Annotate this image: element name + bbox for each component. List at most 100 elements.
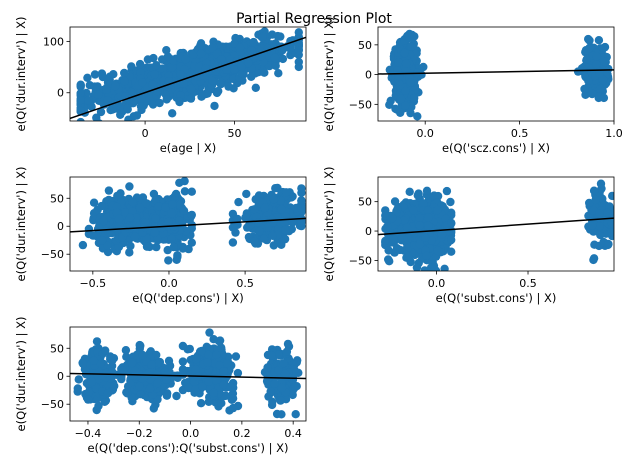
data-point xyxy=(607,219,614,228)
data-point xyxy=(196,399,206,408)
data-point xyxy=(246,221,255,230)
data-point xyxy=(260,203,270,213)
data-point xyxy=(175,97,184,107)
data-point xyxy=(297,218,306,227)
data-point xyxy=(234,197,243,207)
data-point xyxy=(427,263,436,271)
data-point xyxy=(267,400,277,410)
scatter-points xyxy=(78,177,306,265)
data-point xyxy=(150,228,159,237)
data-point xyxy=(110,381,119,391)
data-point xyxy=(210,101,219,111)
data-point xyxy=(97,201,106,211)
data-point xyxy=(107,356,117,365)
data-point xyxy=(138,351,148,360)
data-point xyxy=(186,84,196,94)
data-point xyxy=(157,223,166,233)
data-point xyxy=(162,375,171,384)
data-point xyxy=(247,46,256,55)
data-point xyxy=(181,55,190,64)
data-point xyxy=(229,84,238,93)
data-point xyxy=(142,242,152,251)
data-point xyxy=(126,241,135,251)
data-point xyxy=(164,217,173,226)
data-point xyxy=(212,350,221,359)
data-point xyxy=(446,197,455,207)
data-point xyxy=(409,206,418,215)
data-point xyxy=(410,93,419,103)
scatter-points xyxy=(381,179,614,271)
data-point xyxy=(415,240,425,249)
data-point xyxy=(130,232,140,242)
data-point xyxy=(291,410,300,419)
data-point xyxy=(217,399,226,408)
x-tick-label: 0.5 xyxy=(236,277,254,290)
data-point xyxy=(131,213,141,223)
y-tick-label: 0 xyxy=(365,69,372,82)
y-axis-label: e(Q('dur.interv') | X) xyxy=(14,17,28,132)
data-point xyxy=(145,384,155,393)
data-point xyxy=(143,55,153,64)
data-point xyxy=(87,102,96,111)
data-point xyxy=(130,366,140,376)
data-point xyxy=(582,55,592,64)
data-point xyxy=(260,68,269,77)
data-point xyxy=(92,337,102,346)
data-point xyxy=(187,238,196,247)
data-point xyxy=(100,397,109,406)
data-point xyxy=(263,223,272,232)
data-point xyxy=(228,238,238,247)
data-point xyxy=(135,203,145,213)
data-point xyxy=(119,366,128,375)
data-point xyxy=(584,76,593,86)
data-point xyxy=(258,32,267,42)
data-point xyxy=(125,182,134,191)
data-point xyxy=(84,387,94,397)
x-tick-label: 0.5 xyxy=(519,277,537,290)
data-point xyxy=(121,346,131,355)
data-point xyxy=(288,390,297,400)
data-point xyxy=(176,91,185,100)
data-point xyxy=(214,86,223,96)
data-point xyxy=(78,359,88,369)
data-point xyxy=(177,219,187,229)
data-point xyxy=(128,197,137,207)
data-point xyxy=(135,59,145,69)
data-point xyxy=(94,90,103,100)
data-point xyxy=(598,44,608,53)
x-axis-label: e(Q('scz.cons') | X) xyxy=(442,141,550,155)
data-point xyxy=(385,257,394,266)
data-point xyxy=(186,94,196,103)
data-point xyxy=(163,52,173,61)
data-point xyxy=(84,96,93,105)
data-point xyxy=(406,78,415,87)
data-point xyxy=(290,382,300,392)
data-point xyxy=(96,107,106,117)
data-point xyxy=(124,115,133,121)
data-point xyxy=(255,226,264,236)
data-point xyxy=(205,328,214,337)
data-point xyxy=(209,335,218,344)
data-point xyxy=(83,73,92,83)
y-tick-label: −50 xyxy=(41,248,64,261)
data-point xyxy=(191,354,201,364)
data-point xyxy=(127,358,137,368)
data-point xyxy=(185,344,194,354)
data-point xyxy=(283,339,293,349)
data-point xyxy=(162,95,171,104)
x-tick-label: −0.5 xyxy=(79,277,106,290)
x-axis-label: e(Q('dep.cons') | X) xyxy=(132,291,243,305)
y-tick-label: −50 xyxy=(41,398,64,411)
data-point xyxy=(102,368,111,378)
data-point xyxy=(269,241,278,250)
subplot-5: −0.4 −0.2 0.0 0.2 0.4−50050e(Q('dep.cons'):Q… xyxy=(14,317,307,455)
data-point xyxy=(203,358,212,367)
data-point xyxy=(78,240,88,250)
data-point xyxy=(147,360,156,369)
data-point xyxy=(389,235,398,244)
data-point xyxy=(132,220,141,230)
data-point xyxy=(287,224,296,234)
data-point xyxy=(226,382,236,392)
data-point xyxy=(180,187,190,196)
